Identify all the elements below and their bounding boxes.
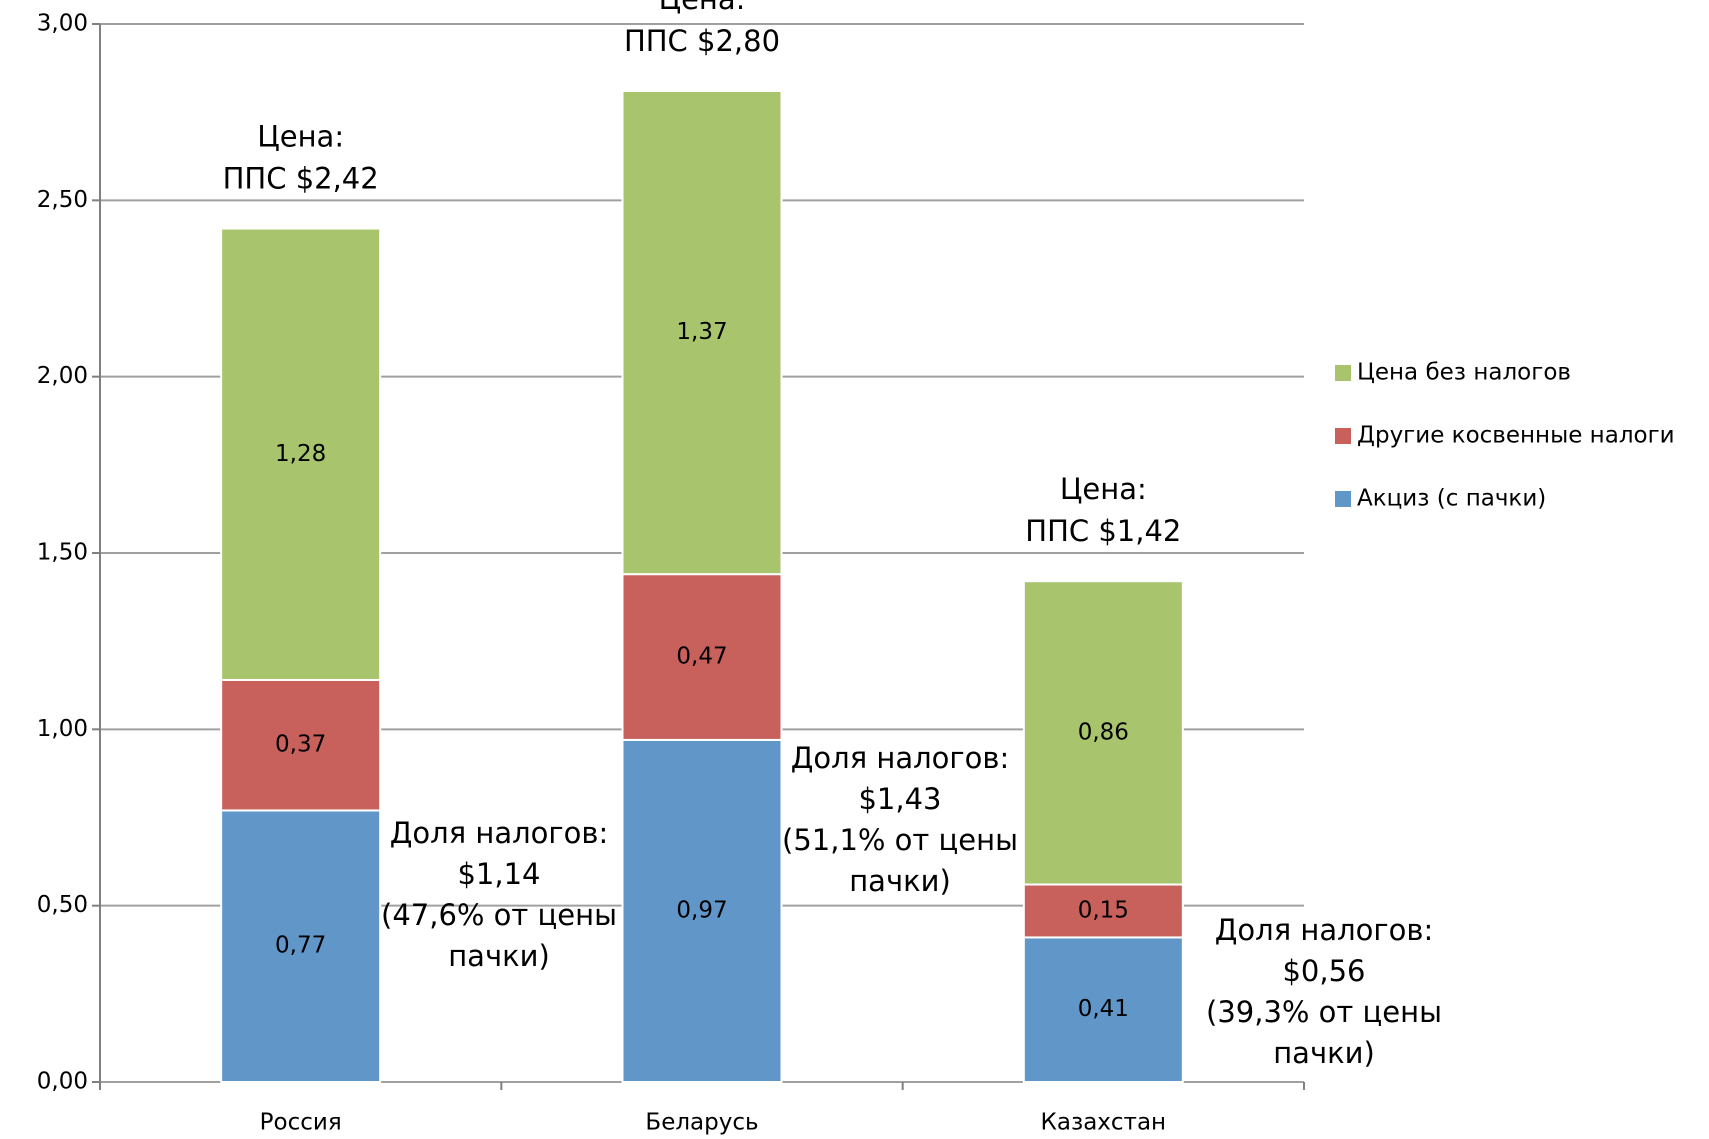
tax-label: пачки) xyxy=(448,939,550,973)
data-label: 0,15 xyxy=(1078,897,1129,923)
bar-segment xyxy=(621,738,783,1083)
y-tick-label: 1,00 xyxy=(37,716,88,742)
tax-label: пачки) xyxy=(849,864,951,898)
legend-swatch xyxy=(1335,491,1351,507)
bar-segment xyxy=(220,227,382,681)
legend-label: Цена без налогов xyxy=(1357,360,1571,386)
bar-segment xyxy=(1022,580,1184,886)
data-label: 1,28 xyxy=(275,441,326,467)
y-tick-label: 1,50 xyxy=(37,540,88,566)
price-label: ППС $1,42 xyxy=(1025,514,1181,548)
tax-label: Доля налогов: xyxy=(791,741,1009,775)
bar-segment xyxy=(220,678,382,812)
data-label: 0,37 xyxy=(275,732,326,758)
data-label: 0,86 xyxy=(1078,719,1129,745)
data-label: 1,37 xyxy=(676,319,727,345)
legend-label: Другие косвенные налоги xyxy=(1357,423,1675,449)
bar-segment xyxy=(1022,883,1184,939)
price-label: ППС $2,42 xyxy=(223,162,379,196)
y-tick-label: 3,00 xyxy=(37,11,88,37)
price-label: Цена: xyxy=(257,120,344,154)
tax-label: (51,1% от цены xyxy=(782,823,1018,857)
y-tick-label: 2,50 xyxy=(37,187,88,213)
tax-label: Доля налогов: xyxy=(390,816,608,850)
x-tick-label: Россия xyxy=(260,1110,342,1136)
tax-label: Доля налогов: xyxy=(1215,913,1433,947)
data-label: 0,97 xyxy=(676,897,727,923)
tax-label: (39,3% от цены xyxy=(1206,995,1442,1029)
x-tick-label: Беларусь xyxy=(645,1110,758,1136)
tax-label: пачки) xyxy=(1273,1036,1375,1070)
price-label: Цена: xyxy=(659,0,746,16)
y-tick-label: 0,00 xyxy=(37,1069,88,1095)
x-tick-label: Казахстан xyxy=(1041,1110,1167,1136)
bar-segment xyxy=(621,90,783,576)
tax-label: $1,14 xyxy=(457,857,540,891)
legend-swatch xyxy=(1335,365,1351,381)
bar-segment xyxy=(1022,936,1184,1084)
y-tick-label: 0,50 xyxy=(37,892,88,918)
y-tick-label: 2,00 xyxy=(37,363,88,389)
data-label: 0,47 xyxy=(676,644,727,670)
legend-label: Акциз (с пачки) xyxy=(1357,486,1546,512)
tax-label: (47,6% от цены xyxy=(381,898,617,932)
tax-label: $1,43 xyxy=(858,782,941,816)
data-label: 0,41 xyxy=(1078,996,1129,1022)
price-label: ППС $2,80 xyxy=(624,24,780,58)
tax-label: $0,56 xyxy=(1282,954,1365,988)
data-label: 0,77 xyxy=(275,933,326,959)
bar-segment xyxy=(621,573,783,741)
price-label: Цена: xyxy=(1060,472,1147,506)
legend-swatch xyxy=(1335,428,1351,444)
